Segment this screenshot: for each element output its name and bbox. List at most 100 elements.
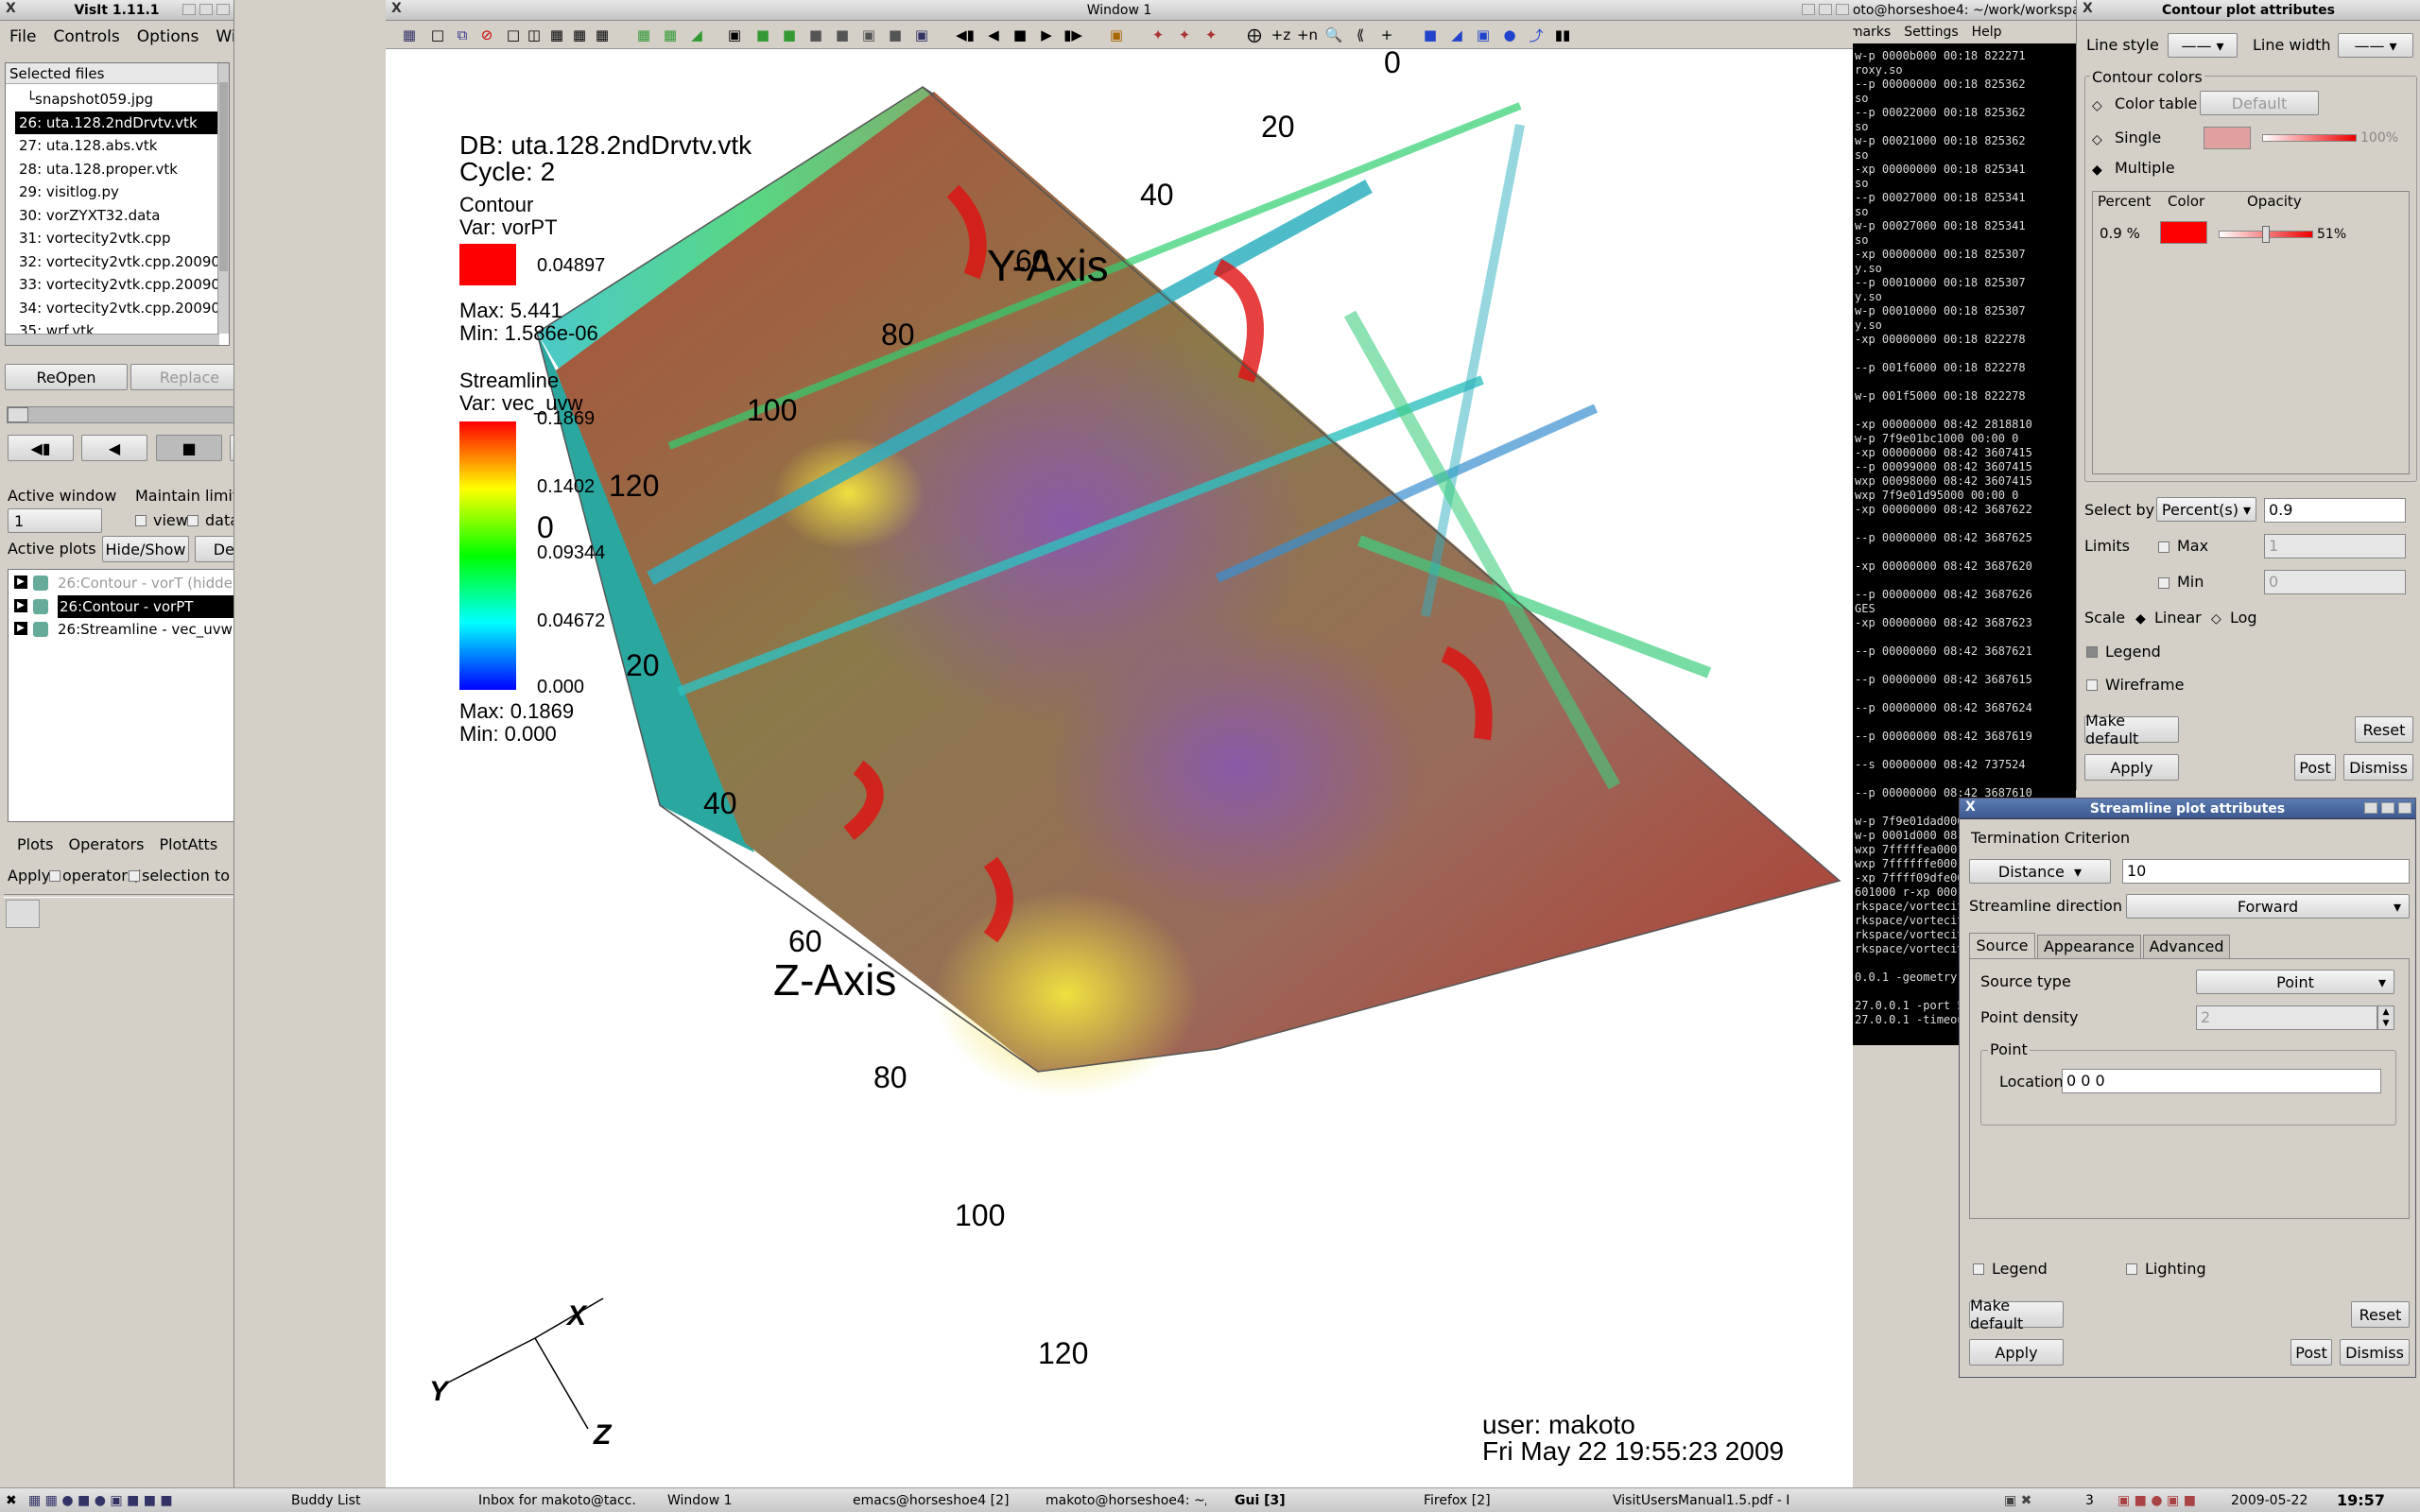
min-checkbox[interactable]: [2158, 577, 2169, 589]
max-checkbox[interactable]: [2158, 541, 2169, 553]
toolbar-lock-icon[interactable]: ▣: [914, 26, 929, 43]
row-color-swatch[interactable]: [2160, 221, 2207, 244]
multiple-colors-table[interactable]: [2092, 191, 2410, 474]
multiple-radio[interactable]: ◆: [2092, 163, 2102, 178]
file-item[interactable]: 30: vorZYXT32.data: [19, 206, 161, 224]
wireframe-checkbox[interactable]: [2086, 679, 2098, 691]
file-item[interactable]: 32: vortecity2vtk.cpp.20090522.1534.p1m1…: [19, 252, 229, 270]
file-list-vscrollbar[interactable]: [217, 63, 229, 334]
legend-checkbox[interactable]: [2086, 646, 2098, 658]
menu-options[interactable]: Options: [136, 27, 199, 46]
taskbar-item[interactable]: Buddy List: [291, 1493, 361, 1508]
toolbar-green1-icon[interactable]: ■: [755, 26, 770, 43]
menu-plotatts[interactable]: PlotAtts: [159, 834, 218, 853]
toolbar-new-icon[interactable]: ▦: [402, 26, 417, 43]
file-item[interactable]: 34: vortecity2vtk.cpp.20090522.1836.2ndD…: [19, 299, 229, 317]
main-titlebar[interactable]: X VisIt 1.11.1: [0, 0, 233, 21]
taskbar-item[interactable]: VisitUsersManual1.5.pdf - K: [1613, 1493, 1789, 1508]
linear-radio[interactable]: ◆: [2135, 611, 2146, 627]
point-density-spinner[interactable]: ▲ ▼: [2377, 1005, 2394, 1030]
toolbar-layout-2-icon[interactable]: ◫: [527, 26, 542, 43]
toolbar-gray1-icon[interactable]: ■: [808, 26, 823, 43]
taskbar-item-active[interactable]: Gui [3]: [1235, 1493, 1286, 1508]
file-list-hscrollbar[interactable]: [6, 334, 219, 345]
source-type-combo[interactable]: Point ▾: [2196, 970, 2394, 994]
toolbar-layout-9-icon[interactable]: ▦: [595, 26, 610, 43]
play-button[interactable]: ▶: [230, 435, 233, 461]
toolbar-first-frame-icon[interactable]: ◀▮: [956, 26, 975, 43]
replace-button[interactable]: Replace: [130, 364, 233, 390]
view-checkbox[interactable]: [135, 515, 147, 526]
tab-source[interactable]: Source: [1969, 933, 2035, 959]
tab-appearance[interactable]: Appearance: [2037, 935, 2141, 959]
select-by-value-input[interactable]: 0.9: [2264, 498, 2406, 523]
taskbar-item[interactable]: Inbox for makoto@tacc.utex: [478, 1493, 637, 1508]
termination-value-input[interactable]: 10: [2122, 859, 2410, 884]
workspace-indicator[interactable]: 3: [2085, 1493, 2094, 1508]
streamline-make-default-button[interactable]: Make default: [1969, 1297, 2064, 1332]
apply-selection-checkbox[interactable]: [129, 870, 140, 882]
active-window-combo[interactable]: 1: [8, 508, 102, 533]
toolbar-chart-icon[interactable]: ◢: [691, 26, 702, 43]
termination-combo[interactable]: Distance ▾: [1969, 859, 2111, 884]
selected-files-list[interactable]: Selected files └snapshot059.jpg 26: uta.…: [5, 62, 230, 346]
toolbar-copy-icon[interactable]: ⧉: [457, 26, 468, 43]
file-item[interactable]: 27: uta.128.abs.vtk: [19, 137, 158, 154]
taskbar-item[interactable]: makoto@horseshoe4: ~/wo: [1046, 1493, 1206, 1508]
toolbar-bars-icon[interactable]: ▮▮: [1554, 26, 1571, 43]
plot-item-selected[interactable]: ▶ 26:Contour - vorPT: [9, 594, 233, 619]
toolbar-sphere-icon[interactable]: ●: [1503, 26, 1516, 43]
toolbar-reverse-icon[interactable]: ◀: [988, 26, 999, 43]
toolbar-3d-icon[interactable]: ▣: [727, 26, 742, 43]
launcher-icons[interactable]: ▦ ▦ ● ■ ● ▣ ■ ■ ■: [28, 1493, 173, 1508]
post-button[interactable]: Post: [2294, 754, 2336, 781]
line-width-combo[interactable]: —— ▾: [2338, 33, 2413, 58]
toolbar-clear-icon[interactable]: ⊘: [480, 26, 493, 43]
toolbar-camera-icon[interactable]: ▣: [861, 26, 876, 43]
file-item[interactable]: 29: visitlog.py: [19, 183, 119, 200]
reopen-button[interactable]: ReOpen: [5, 364, 128, 390]
menu-help[interactable]: Help: [1971, 25, 2002, 40]
toolbar-gray3-icon[interactable]: ■: [888, 26, 903, 43]
toolbar-green2-icon[interactable]: ■: [782, 26, 797, 43]
apply-button[interactable]: Apply: [2084, 754, 2179, 781]
menu-bookmarks[interactable]: Bookmarks: [1853, 25, 1892, 40]
toolbar-gray2-icon[interactable]: ■: [835, 26, 850, 43]
single-color-swatch[interactable]: [2204, 127, 2251, 149]
splitter[interactable]: [4, 894, 233, 898]
active-plots-list[interactable]: ▶ 26:Contour - vorT (hidden) ▶ 26:Contour …: [8, 569, 233, 822]
make-default-button[interactable]: Make default: [2084, 712, 2179, 747]
lighting-checkbox[interactable]: [2126, 1263, 2137, 1275]
toolbar-lineout-icon[interactable]: ▦: [663, 26, 678, 43]
streamline-post-button[interactable]: Post: [2290, 1339, 2332, 1366]
file-item[interactable]: 31: vortecity2vtk.cpp: [19, 230, 171, 247]
toolbar-stop-icon[interactable]: ■: [1012, 26, 1028, 43]
dismiss-button[interactable]: Dismiss: [2343, 754, 2413, 781]
toolbar-pick-point-icon[interactable]: +: [1380, 26, 1393, 43]
toolbar-zoom-icon[interactable]: 🔍: [1324, 26, 1343, 43]
single-opacity-slider[interactable]: [2262, 134, 2357, 142]
menu-operators[interactable]: Operators: [68, 834, 145, 853]
toolbar-layout-6-icon[interactable]: ▦: [572, 26, 587, 43]
menu-opatts[interactable]: OpAtts: [233, 835, 234, 853]
reset-button[interactable]: Reset: [2355, 716, 2413, 743]
toolbar-last-frame-icon[interactable]: ▮▶: [1063, 26, 1082, 43]
color-table-radio[interactable]: ◇: [2092, 98, 2102, 113]
close-icon[interactable]: X: [6, 1, 16, 16]
toolbar-lasso2-icon[interactable]: ✦: [1178, 26, 1191, 43]
plot-item-hidden[interactable]: ▶ 26:Contour - vorT (hidden): [9, 572, 233, 595]
select-by-combo[interactable]: Percent(s) ▾: [2156, 497, 2256, 522]
toolbar-image-icon[interactable]: ▣: [1109, 26, 1124, 43]
close-icon[interactable]: X: [1965, 799, 1976, 815]
close-icon[interactable]: X: [2083, 1, 2093, 16]
tray-icons-2[interactable]: ▣ ■ ● ▣ ■: [2118, 1493, 2196, 1508]
stop-button[interactable]: ■: [156, 435, 222, 461]
plot-item[interactable]: ▶ 26:Streamline - vec_uvw: [9, 618, 233, 642]
single-radio[interactable]: ◇: [2092, 132, 2102, 147]
start-icon[interactable]: ✖: [6, 1493, 17, 1508]
streamline-direction-combo[interactable]: Forward ▾: [2126, 894, 2410, 919]
visualization-canvas[interactable]: [386, 49, 1853, 1487]
toolbar-pick-icon[interactable]: ▦: [636, 26, 651, 43]
tab-advanced[interactable]: Advanced: [2143, 935, 2230, 959]
toolbar-plane-icon[interactable]: ◢: [1451, 26, 1462, 43]
